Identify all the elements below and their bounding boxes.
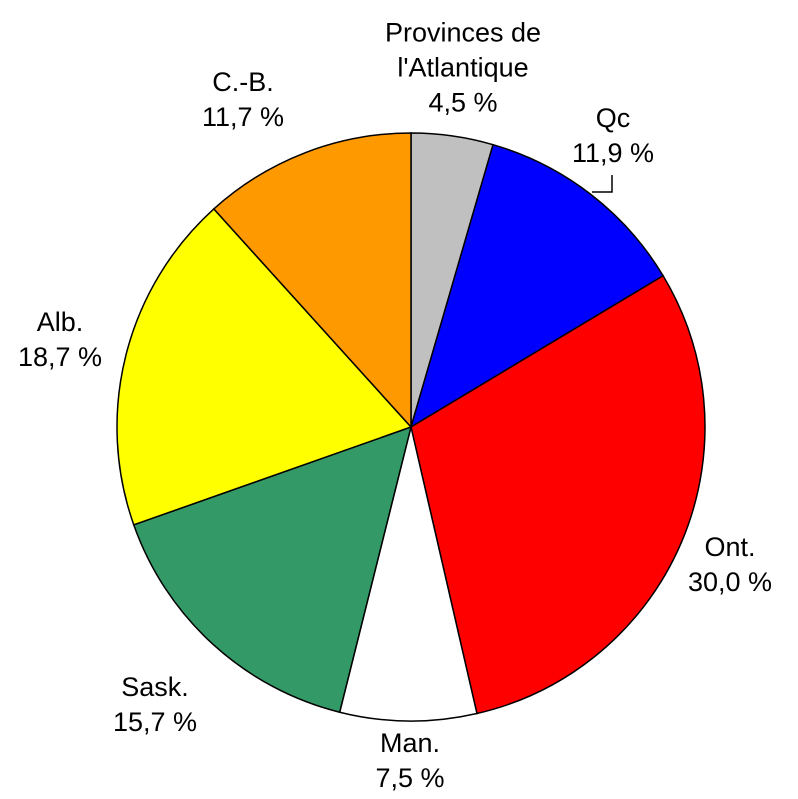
value-label: 18,7 %: [17, 342, 103, 372]
slice-label: Sask. 15,7 %: [113, 670, 197, 740]
category-label: Sask.: [121, 672, 189, 702]
value-label: 15,7 %: [112, 707, 198, 737]
category-label: Provinces de l'Atlantique: [384, 17, 542, 83]
category-label: Man.: [379, 728, 441, 758]
category-label: Qc: [595, 103, 631, 133]
slice-label: Man. 7,5 %: [375, 726, 444, 796]
category-label: Ont.: [704, 532, 756, 562]
pie-slice: [410, 274, 706, 715]
value-label: 11,7 %: [201, 102, 285, 132]
pie-slice: [212, 132, 412, 429]
slice-label: C.-B. 11,7 %: [202, 65, 284, 135]
pie-slice: [132, 425, 413, 714]
value-label: 11,9 %: [571, 138, 655, 168]
slice-label: Qc 11,9 %: [572, 101, 654, 171]
value-label: 7,5 %: [375, 763, 445, 793]
leader-line: [592, 175, 613, 193]
category-label: Alb.: [36, 307, 84, 337]
slice-label: Alb. 18,7 %: [18, 305, 102, 375]
value-label: 4,5 %: [428, 87, 498, 118]
pie-slice: [338, 426, 478, 722]
pie-slice: [116, 207, 413, 526]
slice-label: Provinces de l'Atlantique 4,5 %: [363, 16, 563, 121]
value-label: 30,0 %: [687, 567, 773, 597]
slice-label: Ont. 30,0 %: [688, 530, 772, 600]
category-label: C.-B.: [212, 67, 274, 97]
slices: [116, 132, 706, 722]
pie-slice: [409, 143, 665, 429]
